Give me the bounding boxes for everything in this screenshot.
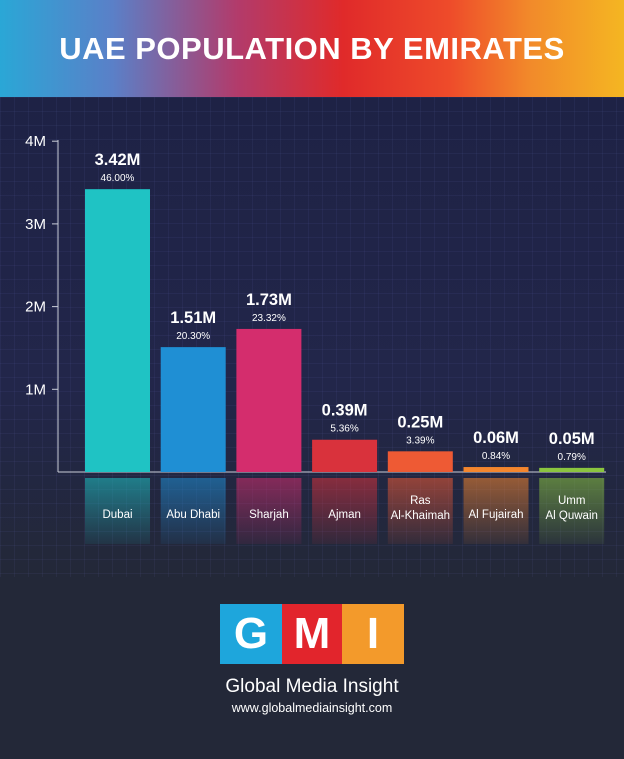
bar [539,467,605,472]
value-label: 0.06M [473,429,519,447]
logo-letter-m: M [282,604,342,664]
bar [312,439,378,472]
category-box [85,478,150,544]
value-label: 0.25M [397,413,443,431]
logo-letter-g: G [220,604,282,664]
bar [160,347,226,472]
y-tick-label: 1M [25,381,46,398]
category-label: Al Fujairah [469,509,524,521]
value-label: 0.39M [322,402,368,420]
gmi-logo: G M I [220,604,404,664]
category-label: Sharjah [249,509,289,521]
value-label: 1.51M [170,309,216,327]
bar [85,189,150,472]
category-box [236,478,302,544]
percent-label: 23.32% [252,313,286,324]
brand-name: Global Media Insight [225,676,399,697]
category-label: Al Quwain [545,510,597,522]
category-box [387,478,453,544]
bar [236,328,302,472]
percent-label: 0.84% [482,451,510,462]
category-box [312,478,378,544]
bar [387,451,453,472]
chart-title: UAE POPULATION BY EMIRATES [59,30,565,66]
category-label: Ajman [328,509,361,521]
percent-label: 5.36% [330,424,358,435]
category-box [160,478,226,544]
value-label: 3.42M [95,151,141,169]
brand-url: www.globalmediainsight.com [231,701,393,715]
category-box [539,478,605,544]
category-label: Abu Dhabi [166,509,220,521]
y-tick-label: 4M [25,133,46,150]
value-label: 1.73M [246,291,292,309]
bar [463,467,529,472]
percent-label: 20.30% [176,331,210,342]
category-label: Umm [558,495,585,507]
percent-label: 46.00% [101,173,135,184]
logo-letter-i: I [342,604,404,664]
category-box [463,478,529,544]
title-banner: UAE POPULATION BY EMIRATES [0,0,624,97]
y-tick-label: 3M [25,216,46,233]
category-label: Ras [410,495,431,507]
value-label: 0.05M [549,430,595,448]
percent-label: 3.39% [406,435,434,446]
y-tick-label: 2M [25,299,46,316]
category-label: Dubai [102,509,132,521]
bar-chart: 1M 2M 3M 4M Dubai 3.42M 46.00% Abu Dhabi 1.51M 20… [25,133,606,544]
category-label: Al-Khaimah [391,510,450,522]
percent-label: 0.79% [558,452,586,463]
